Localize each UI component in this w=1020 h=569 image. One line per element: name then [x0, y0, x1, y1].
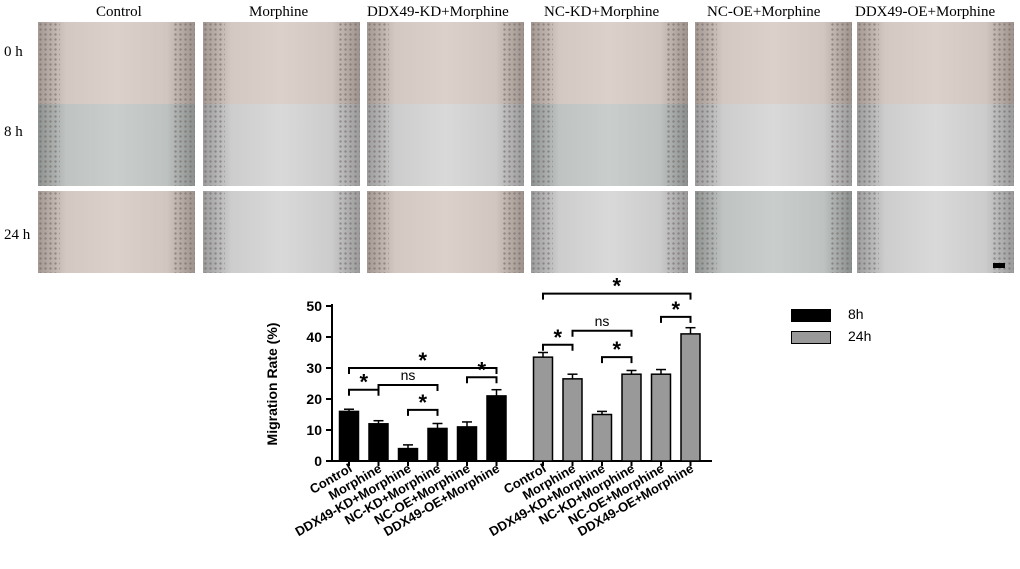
bar-24h-2 — [591, 413, 613, 462]
column-header-nc-kd-morphine: NC-KD+Morphine — [544, 4, 660, 20]
micrograph-nc-kd-morphine-24h — [531, 191, 688, 273]
bar-24h-3 — [621, 373, 642, 462]
micrograph-morphine-8h — [203, 104, 360, 186]
column-header-ddx49-kd-morphine: DDX49-KD+Morphine — [367, 4, 509, 20]
significance-label-star: * — [612, 274, 621, 299]
legend-label-8h: 8h — [848, 306, 864, 322]
significance-label-star: * — [418, 348, 427, 373]
row-label-8h: 8 h — [4, 124, 23, 140]
significance-bracket — [377, 384, 439, 392]
micrograph-nc-oe-morphine-24h — [695, 191, 852, 273]
significance-label-star: * — [671, 297, 680, 322]
significance-label-star: * — [418, 390, 427, 415]
y-tick-label: 40 — [306, 329, 322, 345]
column-header-ddx49-oe-morphine: DDX49-OE+Morphine — [855, 4, 996, 20]
bar-8h-3 — [427, 427, 448, 462]
scale-bar — [993, 263, 1005, 268]
bar-24h-1 — [562, 378, 583, 462]
row-label-24h: 24 h — [4, 227, 31, 243]
column-header-control: Control — [96, 4, 142, 20]
y-tick-label: 30 — [306, 360, 322, 376]
micrograph-nc-kd-morphine-8h — [531, 104, 688, 186]
micrograph-ddx49-kd-morphine-0h — [367, 22, 524, 104]
legend-swatch-24h — [791, 331, 831, 344]
significance-label-star: * — [359, 370, 368, 395]
micrograph-ddx49-kd-morphine-8h — [367, 104, 524, 186]
significance-bracket — [542, 292, 692, 300]
micrograph-control-24h — [38, 191, 195, 273]
column-header-nc-oe-morphine: NC-OE+Morphine — [707, 4, 821, 20]
bar-24h-4 — [650, 373, 672, 462]
bar-24h-0 — [532, 356, 554, 462]
legend-swatch-8h — [791, 309, 831, 322]
significance-label-ns: ns — [595, 313, 610, 329]
bar-8h-5 — [486, 395, 507, 462]
y-tick-label: 20 — [306, 391, 322, 407]
significance-bracket — [466, 376, 498, 384]
y-tick-label: 0 — [314, 453, 322, 469]
micrograph-ddx49-oe-morphine-8h — [857, 104, 1014, 186]
significance-label-star: * — [612, 337, 621, 362]
micrograph-ddx49-oe-morphine-24h — [857, 191, 1014, 273]
significance-bracket — [542, 343, 574, 351]
micrograph-nc-oe-morphine-8h — [695, 104, 852, 186]
bar-8h-1 — [368, 423, 389, 462]
significance-bracket — [348, 367, 498, 374]
significance-label-star: * — [477, 357, 486, 382]
micrograph-morphine-0h — [203, 22, 360, 104]
micrograph-nc-oe-morphine-0h — [695, 22, 852, 104]
bar-8h-2 — [397, 447, 419, 462]
y-tick-label: 50 — [306, 298, 322, 314]
micrograph-morphine-24h — [203, 191, 360, 273]
micrograph-ddx49-kd-morphine-24h — [367, 191, 524, 273]
micrograph-control-0h — [38, 22, 195, 104]
significance-bracket — [407, 408, 439, 416]
y-axis-label: Migration Rate (%) — [264, 323, 280, 446]
significance-bracket — [660, 315, 692, 323]
significance-bracket — [348, 388, 380, 396]
bar-8h-0 — [338, 410, 360, 462]
row-label-0h: 0 h — [4, 44, 23, 60]
significance-label-ns: ns — [401, 367, 416, 383]
legend-label-24h: 24h — [848, 328, 872, 344]
significance-label-star: * — [553, 325, 562, 350]
micrograph-nc-kd-morphine-0h — [531, 22, 688, 104]
significance-bracket — [571, 329, 633, 337]
micrograph-ddx49-oe-morphine-0h — [857, 22, 1014, 104]
significance-bracket — [601, 356, 633, 364]
y-tick-label: 10 — [306, 422, 322, 438]
bar-24h-5 — [680, 333, 701, 462]
micrograph-control-8h — [38, 104, 195, 186]
column-header-morphine: Morphine — [249, 4, 309, 20]
bar-8h-4 — [456, 426, 478, 462]
